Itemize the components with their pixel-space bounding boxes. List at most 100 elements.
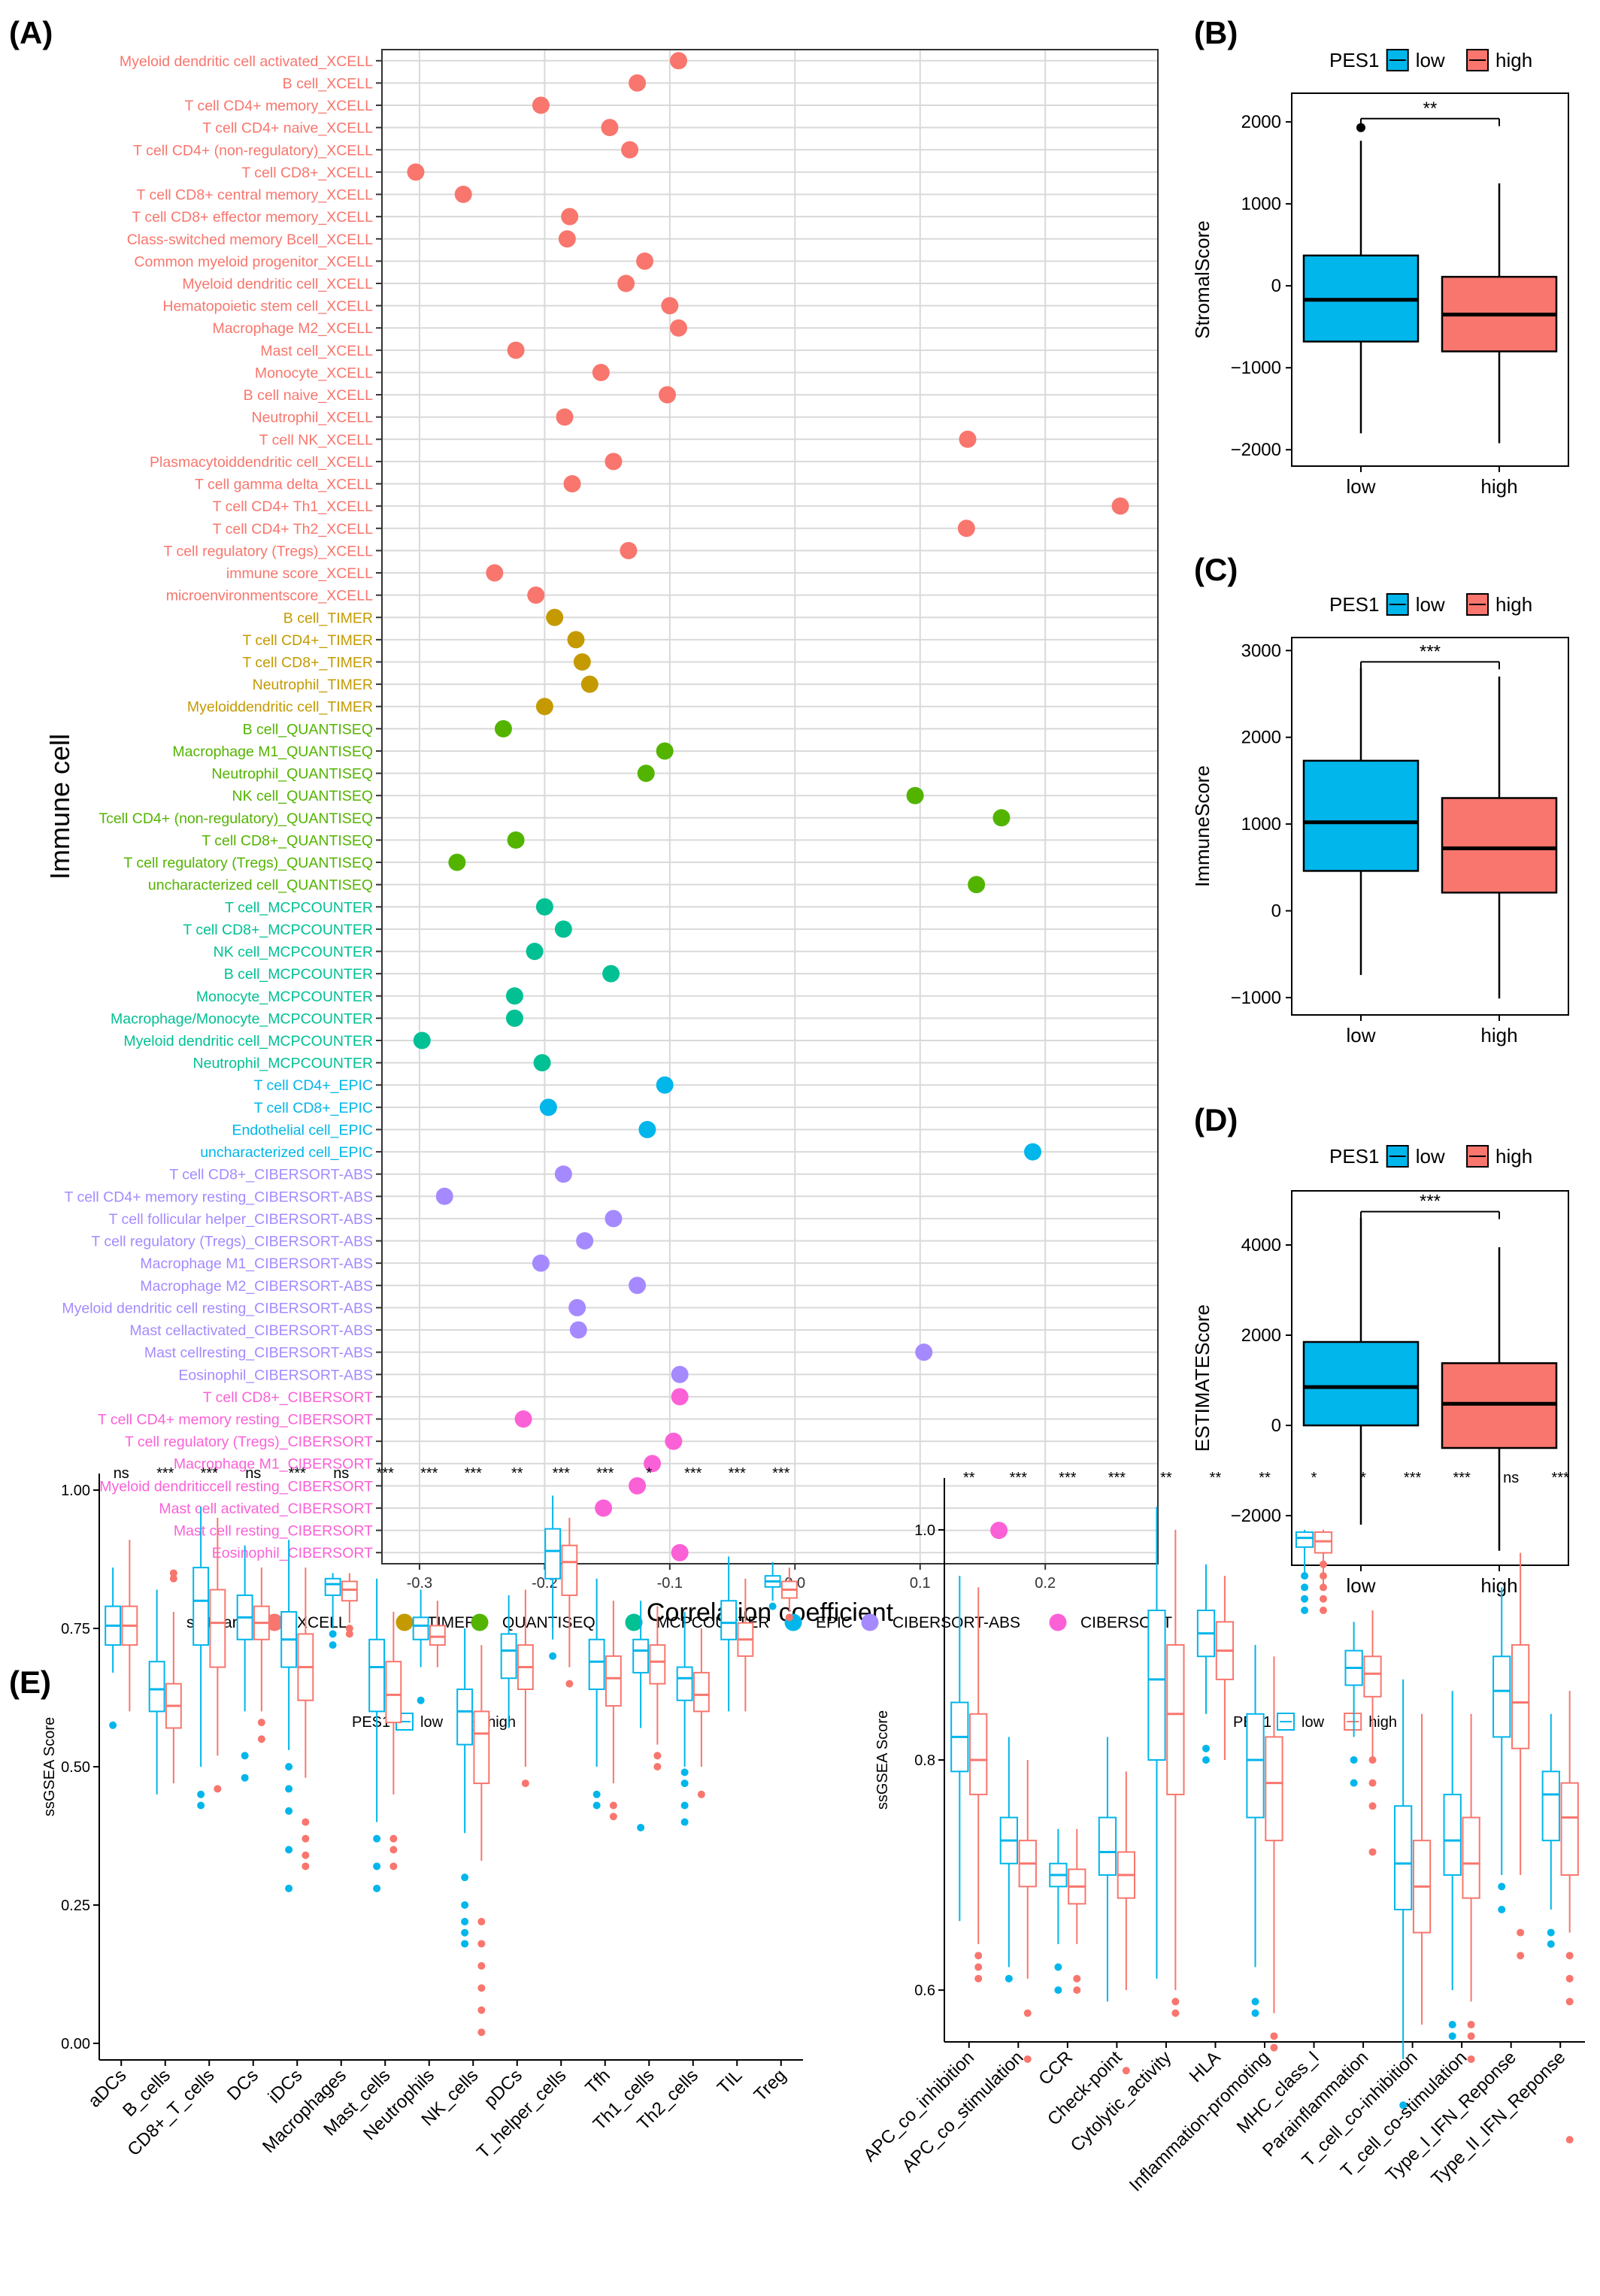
significance-label: ** [963, 1470, 975, 1486]
box-outlier [768, 1602, 777, 1610]
y-tick-label: Macrophage M1_CIBERSORT-ABS [140, 1256, 373, 1272]
y-tick-label: T cell CD8+ central memory_XCELL [137, 187, 374, 204]
y-tick-label: 0 [1271, 901, 1281, 922]
box-outlier [417, 1696, 425, 1704]
legend-marker [471, 1613, 489, 1631]
box-outlier [241, 1752, 249, 1760]
significance-label: ** [1259, 1470, 1271, 1486]
box-outlier [680, 1818, 689, 1826]
y-tick-label: 1000 [1241, 814, 1281, 834]
data-point [669, 52, 687, 70]
y-tick-label: Endothelial cell_EPIC [232, 1122, 373, 1138]
data-point [990, 1522, 1008, 1540]
box-body [341, 1580, 358, 1602]
data-point [644, 1455, 662, 1473]
box-outlier [592, 1801, 601, 1810]
legend-label: QUANTISEQ [502, 1614, 595, 1631]
y-tick-label: 0 [1271, 276, 1281, 296]
box-outlier [477, 1984, 486, 1992]
box-outlier [1350, 1779, 1358, 1787]
box-outlier [1368, 1802, 1377, 1810]
box-body [456, 1688, 474, 1746]
box-outlier [169, 1569, 177, 1577]
data-point [539, 1098, 557, 1116]
y-tick-label: T cell regulatory (Tregs)_CIBERSORT [125, 1434, 373, 1450]
x-tick-label: -0.1 [657, 1575, 683, 1592]
legend-marker [395, 1613, 414, 1631]
box-outlier [1368, 1779, 1377, 1787]
box-body [1098, 1816, 1117, 1876]
significance-label: ns [1503, 1470, 1519, 1486]
box-outlier [389, 1862, 398, 1870]
box-outlier [461, 1901, 469, 1909]
box-outlier [1023, 2055, 1032, 2063]
legend-title: PES1 [1329, 49, 1380, 71]
panel-label-b: (B) [1194, 15, 1238, 50]
y-tick-label: B cell naive_XCELL [244, 387, 374, 404]
box-outlier [1073, 1986, 1081, 1995]
significance-label: *** [1108, 1470, 1126, 1486]
data-point [558, 230, 576, 248]
box-outlier [974, 1952, 983, 1960]
y-tick-label: 0.50 [61, 1759, 90, 1776]
box-outlier [1319, 1607, 1327, 1615]
data-point [546, 608, 564, 626]
data-point [959, 430, 977, 448]
boxplot-ssgsea-immune-cells: PES1 low high0.000.250.500.751.00nsaDCs***… [41, 1465, 803, 2163]
data-point [533, 1054, 551, 1072]
plot-border [1291, 637, 1569, 1016]
box-outlier [1517, 1952, 1525, 1960]
y-tick-label: Macrophage M1_QUANTISEQ [172, 744, 373, 760]
significance-label: *** [465, 1465, 483, 1482]
box-outlier [1122, 2067, 1130, 2075]
y-axis-title: ESTIMATEScore [1191, 1304, 1214, 1452]
x-tick-label: high [1480, 1024, 1517, 1047]
significance-label: *** [1420, 641, 1441, 662]
box-outlier [680, 1780, 689, 1788]
y-tick-label: T cell gamma delta_XCELL [195, 477, 373, 493]
box-body [605, 1655, 622, 1707]
data-point [563, 475, 581, 493]
y-tick-label: Eosinophil_CIBERSORT-ABS [178, 1367, 373, 1383]
significance-label: ** [511, 1465, 523, 1482]
box-body [1314, 1531, 1333, 1554]
data-point [671, 1543, 689, 1561]
data-point [656, 742, 674, 760]
data-point [486, 564, 504, 582]
panel-label-e: (E) [9, 1664, 51, 1700]
box-outlier [1073, 1974, 1081, 1982]
box-outlier [389, 1834, 398, 1843]
y-tick-label: T cell CD8+_CIBERSORT [203, 1389, 373, 1406]
box-outlier [197, 1801, 205, 1810]
box-outlier [285, 1884, 293, 1892]
y-tick-label: Neutrophil_MCPCOUNTER [193, 1056, 373, 1072]
y-tick-label: 3000 [1241, 641, 1281, 661]
y-tick-label: Macrophage/Monocyte_MCPCOUNTER [111, 1010, 373, 1027]
box-outlier [461, 1928, 469, 1937]
box-outlier [329, 1630, 337, 1638]
box-body [1541, 1770, 1560, 1842]
data-point [601, 119, 619, 137]
data-point [592, 363, 610, 381]
data-point [535, 898, 553, 916]
data-point [532, 1254, 550, 1272]
data-point [505, 1009, 523, 1027]
data-point [637, 765, 655, 783]
box-outlier [1251, 2009, 1259, 2017]
box-outlier [169, 1574, 177, 1583]
data-point [556, 408, 574, 426]
box-outlier [1319, 1595, 1327, 1603]
y-tick-label: Eosinophil_CIBERSORT [212, 1545, 373, 1561]
y-tick-label: T cell_MCPCOUNTER [225, 899, 373, 916]
data-point [554, 1165, 572, 1183]
data-point [494, 719, 512, 738]
legend-label: low [420, 1714, 444, 1731]
box-outlier [109, 1721, 117, 1729]
x-tick-label: Tfh [581, 2065, 614, 2098]
y-tick-label: B cell_MCPCOUNTER [224, 966, 373, 983]
box-body [1492, 1655, 1511, 1738]
significance-label: ** [1160, 1470, 1172, 1486]
data-point [595, 1499, 613, 1517]
box-body [368, 1638, 386, 1713]
legend-title: PES1 [1329, 1145, 1380, 1168]
